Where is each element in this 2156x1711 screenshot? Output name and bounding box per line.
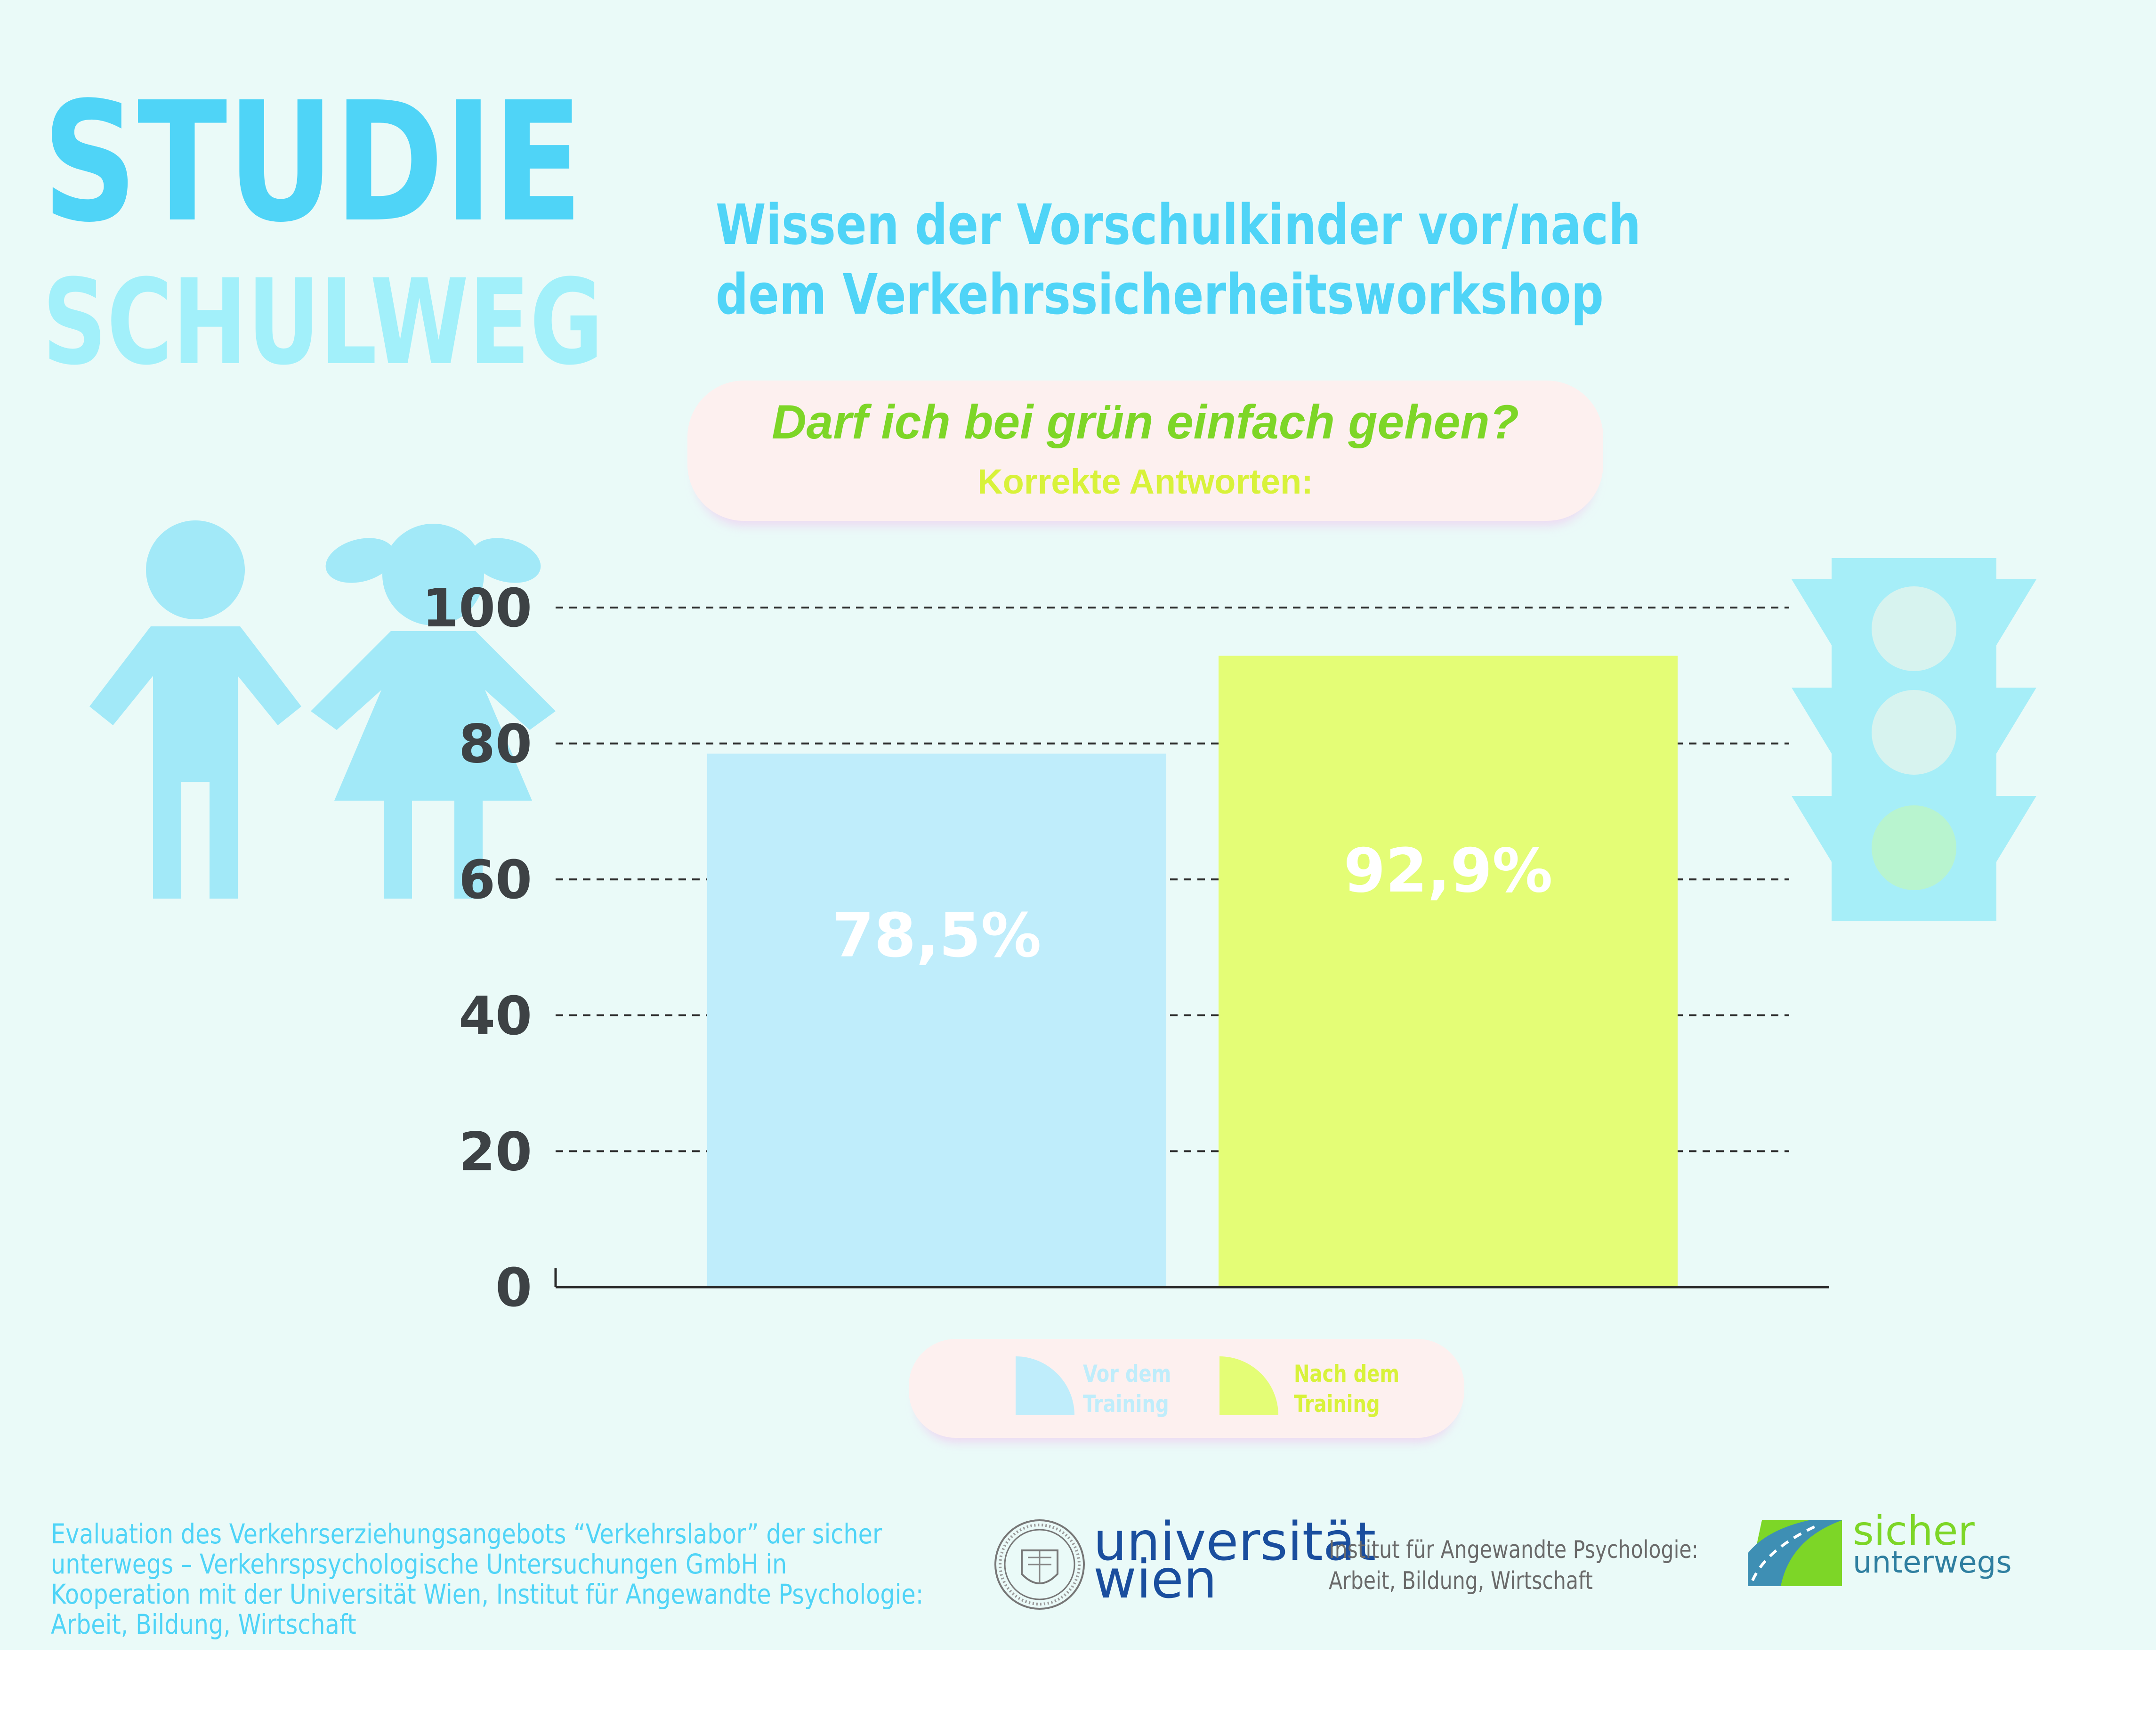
university-name: universität [1093, 1511, 1376, 1573]
question-subtext: Korrekte Antworten: [977, 462, 1313, 501]
university-seal-icon [994, 1519, 1085, 1610]
y-tick-label-0: 0 [495, 1257, 532, 1319]
girl-icon [311, 524, 556, 899]
traffic-light-icon [1792, 558, 2036, 921]
y-tick-label-60: 60 [459, 850, 532, 911]
brand-name-line-1: sicher [1853, 1508, 1975, 1555]
road-logo-icon [1748, 1520, 1842, 1586]
institute-name: Institut für Angewandte Psychologie: Arbe… [1329, 1536, 1699, 1595]
university-city: wien [1093, 1549, 1217, 1610]
question-pill: Darf ich bei grün einfach gehen? Korrekt… [687, 381, 1603, 521]
headline-line-1: Wissen der Vorschulkinder vor/nach [716, 192, 1641, 257]
traffic-light-top [1872, 586, 1956, 671]
traffic-light-middle [1872, 690, 1956, 775]
question-text: Darf ich bei grün einfach gehen? [772, 395, 1519, 449]
children-icons [89, 520, 556, 899]
legend: Vor dem Training Nach dem Training [909, 1339, 1464, 1438]
bar-value-label-before: 78,5% [832, 900, 1041, 971]
infographic-card: STUDIE SCHULWEG Wissen der Vorschulkinde… [0, 0, 2156, 1650]
legend-swatch-before [1016, 1356, 1074, 1415]
logo-schulweg: SCHULWEG [42, 254, 604, 391]
bar-after [1219, 656, 1678, 1287]
legend-label-before: Vor dem Training [1083, 1360, 1171, 1418]
bar-value-label-after: 92,9% [1343, 836, 1552, 906]
bar-before [707, 754, 1166, 1287]
y-tick-label-100: 100 [422, 578, 532, 639]
legend-label-after: Nach dem Training [1294, 1360, 1400, 1418]
y-tick-label-40: 40 [459, 986, 532, 1047]
bar-chart: 0 20 40 60 80 100 78,5% 92,9% [422, 578, 1829, 1319]
legend-swatch-after [1219, 1356, 1278, 1415]
boy-icon [89, 520, 301, 899]
brand-name-line-2: unterwegs [1853, 1545, 2012, 1580]
footer-note: Evaluation des Verkehrserziehungsangebot… [51, 1518, 924, 1640]
traffic-light-green [1872, 805, 1956, 890]
y-tick-label-20: 20 [459, 1121, 532, 1183]
headline-line-2: dem Verkehrssicherheitsworkshop [716, 262, 1604, 327]
y-tick-label-80: 80 [459, 714, 532, 775]
logo-studie: STUDIE [42, 66, 583, 259]
